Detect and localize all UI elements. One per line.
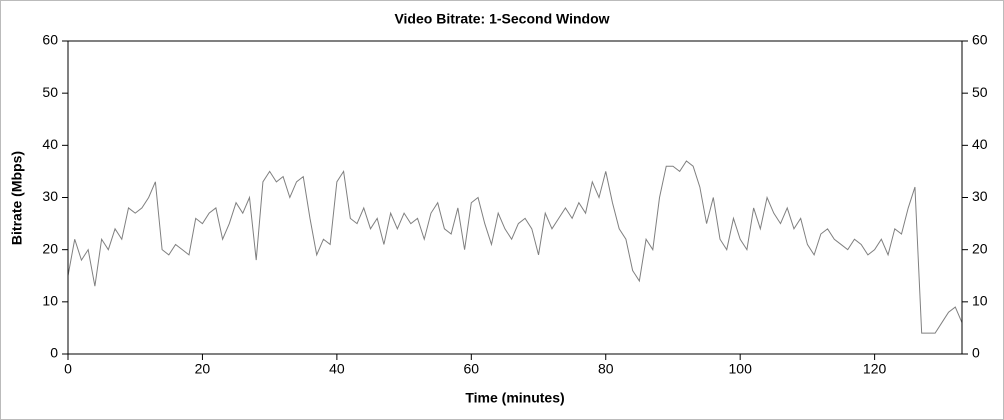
x-tick-label: 20 (195, 361, 211, 377)
data-line (67, 160, 963, 334)
x-tick-label: 0 (64, 361, 72, 377)
y2-tick-label: 30 (972, 188, 988, 204)
y2-tick-label: 50 (972, 84, 988, 100)
x-tick-label: 100 (729, 361, 753, 377)
y2-tick-label: 0 (972, 345, 980, 361)
x-tick-label: 80 (598, 361, 614, 377)
x-tick-label: 60 (464, 361, 480, 377)
y2-tick-label: 40 (972, 136, 988, 152)
y-tick-label: 40 (42, 136, 58, 152)
y-tick-label: 50 (42, 84, 58, 100)
y2-tick-label: 20 (972, 240, 988, 256)
x-axis-label: Time (minutes) (465, 390, 564, 406)
plot-border (67, 40, 963, 355)
y-tick-label: 60 (42, 32, 58, 48)
y-tick-label: 20 (42, 240, 58, 256)
y2-tick-label: 10 (972, 293, 988, 309)
y-axis-label: Bitrate (Mbps) (9, 151, 25, 245)
chart-title: Video Bitrate: 1-Second Window (394, 11, 609, 27)
y-tick-label: 30 (42, 188, 58, 204)
x-tick-label: 120 (863, 361, 887, 377)
x-tick-label: 40 (329, 361, 345, 377)
y-tick-label: 0 (50, 345, 58, 361)
y2-tick-label: 60 (972, 32, 988, 48)
y-tick-label: 10 (42, 293, 58, 309)
